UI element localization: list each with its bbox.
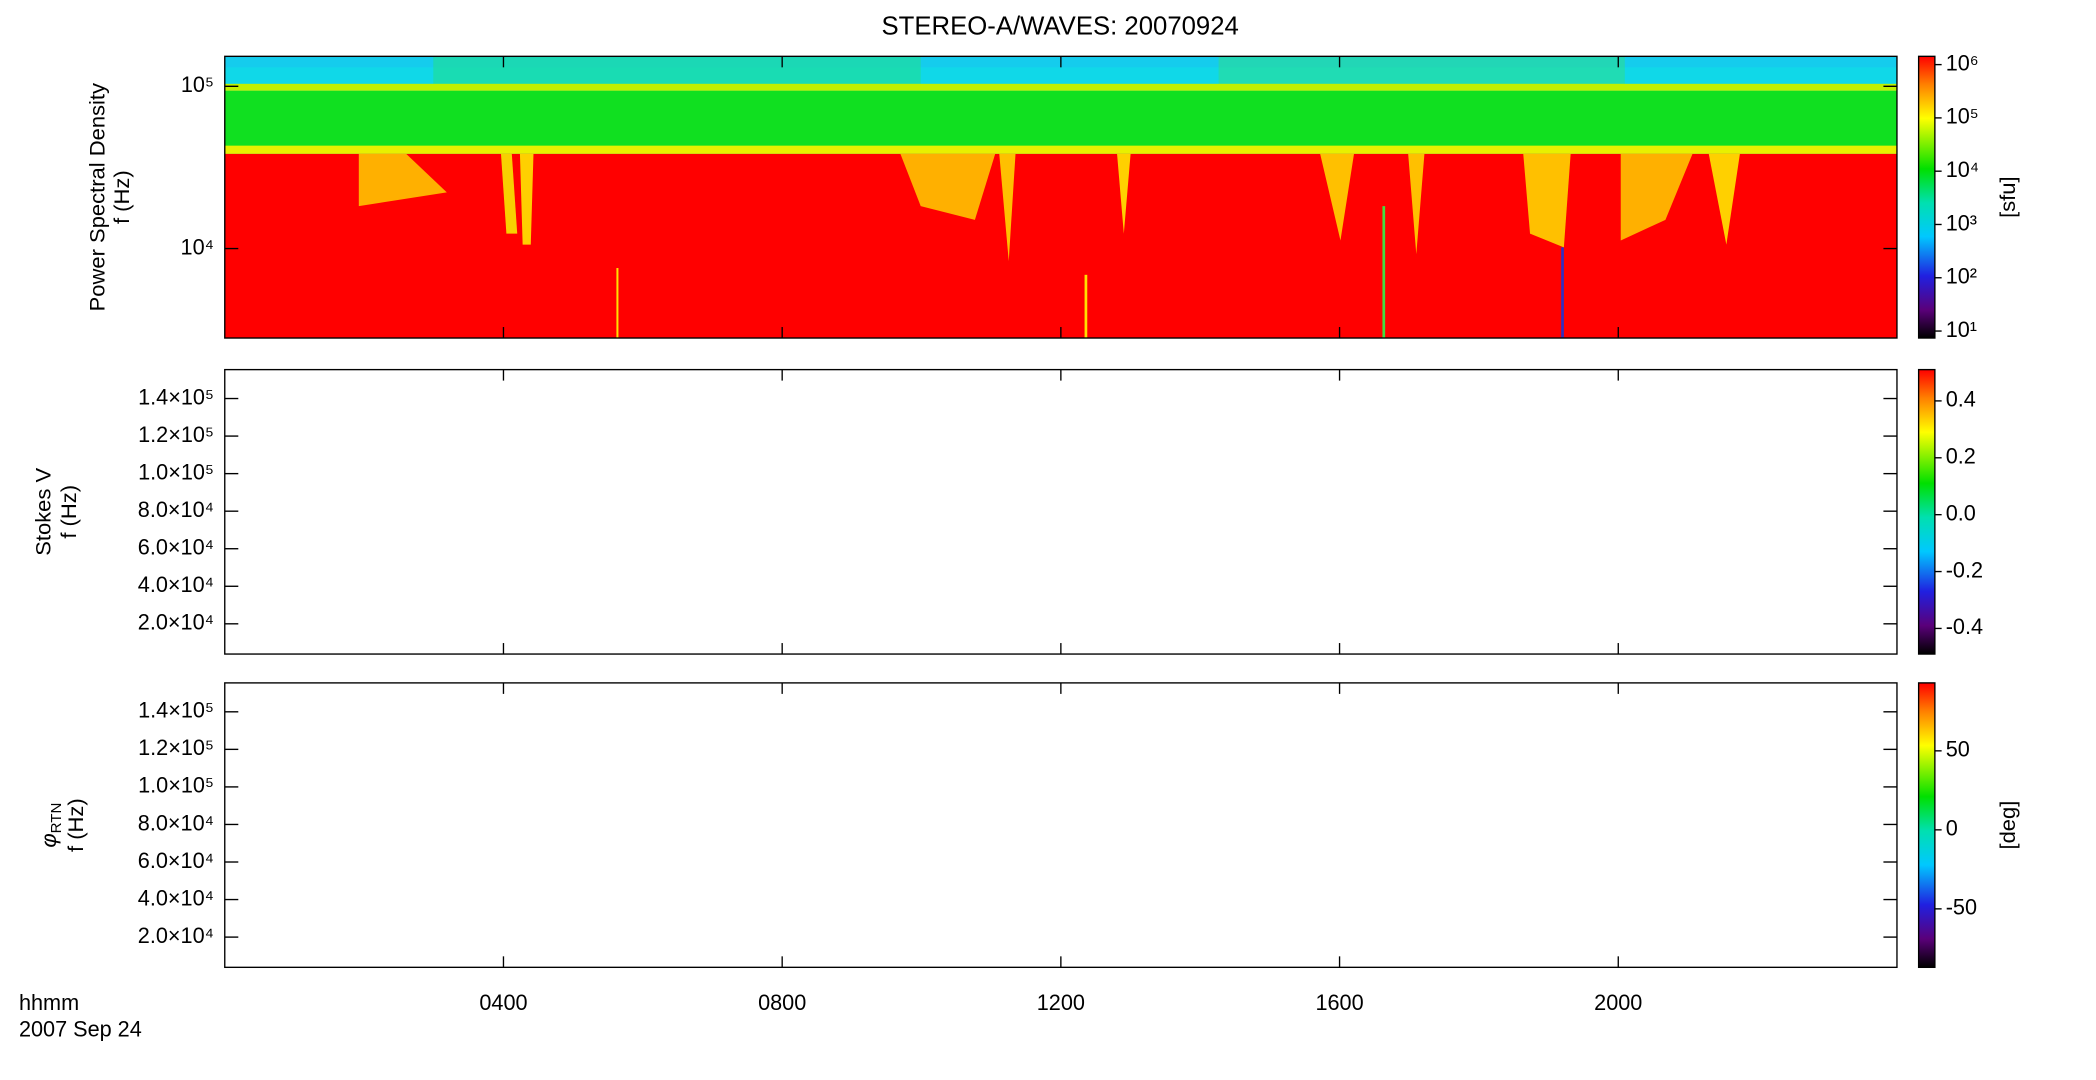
- colorbar-title: [deg]: [1995, 801, 2020, 850]
- y-axis-symbol: φ: [36, 833, 61, 847]
- x-axis-date: 2007 Sep 24: [19, 1016, 142, 1041]
- colorbar-tick-label: 10⁶: [1946, 50, 1979, 75]
- colorbar-tick-label: 0.4: [1946, 387, 1976, 412]
- colorbar-tick-label: 10⁵: [1946, 104, 1979, 129]
- x-axis-title: hhmm: [19, 990, 79, 1015]
- plot-frame: [224, 682, 1898, 969]
- colorbar: [1917, 55, 1936, 339]
- colorbar-tick-label: -0.4: [1946, 614, 1983, 639]
- y-tick-label: 2.0×10⁴: [138, 923, 214, 948]
- y-tick-label: 1.0×10⁵: [138, 459, 214, 484]
- y-tick-label: 1.4×10⁵: [138, 384, 214, 409]
- y-tick-label: 8.0×10⁴: [138, 497, 214, 522]
- x-tick-label: 0800: [758, 990, 806, 1015]
- colorbar: [1917, 368, 1936, 655]
- y-tick-label: 1.0×10⁵: [138, 773, 214, 798]
- colorbar-tick-label: 0.0: [1946, 500, 1976, 525]
- y-axis-title: Power Spectral Density: [85, 83, 110, 311]
- y-tick-label: 1.4×10⁵: [138, 697, 214, 722]
- colorbar-tick-label: 0.2: [1946, 443, 1976, 468]
- colorbar-tick-label: 0: [1946, 816, 1958, 841]
- plot-frame: [224, 368, 1898, 655]
- y-tick-label: 1.2×10⁵: [138, 422, 214, 447]
- y-tick-label: 10⁵: [181, 72, 214, 97]
- x-tick-label: 1200: [1037, 990, 1085, 1015]
- colorbar: [1917, 682, 1936, 969]
- x-tick-label: 0400: [479, 990, 527, 1015]
- colorbar-tick-label: -0.2: [1946, 557, 1983, 582]
- y-axis-unit: f (Hz): [63, 798, 88, 852]
- y-tick-label: 2.0×10⁴: [138, 609, 214, 634]
- y-tick-label: 4.0×10⁴: [138, 885, 214, 910]
- x-tick-label: 1600: [1315, 990, 1363, 1015]
- colorbar-tick-label: 10⁴: [1946, 157, 1979, 182]
- colorbar-tick-label: 10²: [1946, 263, 1977, 288]
- colorbar-tick-label: 10³: [1946, 210, 1977, 235]
- colorbar-title: [sfu]: [1995, 176, 2020, 218]
- y-tick-label: 4.0×10⁴: [138, 572, 214, 597]
- y-tick-label: 6.0×10⁴: [138, 534, 214, 559]
- y-tick-label: 6.0×10⁴: [138, 848, 214, 873]
- y-axis-unit: f (Hz): [109, 170, 134, 224]
- colorbar-tick-label: 50: [1946, 737, 1970, 762]
- y-axis-unit: f (Hz): [56, 485, 81, 539]
- chart-title: STEREO-A/WAVES: 20070924: [882, 12, 1239, 40]
- y-axis-title: φRTN: [36, 803, 65, 848]
- y-tick-label: 1.2×10⁵: [138, 735, 214, 760]
- y-axis-title: Stokes V: [31, 467, 56, 555]
- y-axis-subscript: RTN: [48, 803, 65, 834]
- spectrogram-image: [224, 56, 1897, 339]
- y-tick-label: 10⁴: [181, 234, 214, 259]
- colorbar-tick-label: -50: [1946, 895, 1977, 920]
- colorbar-tick-label: 10¹: [1946, 317, 1977, 342]
- x-tick-label: 2000: [1594, 990, 1642, 1015]
- y-tick-label: 8.0×10⁴: [138, 810, 214, 835]
